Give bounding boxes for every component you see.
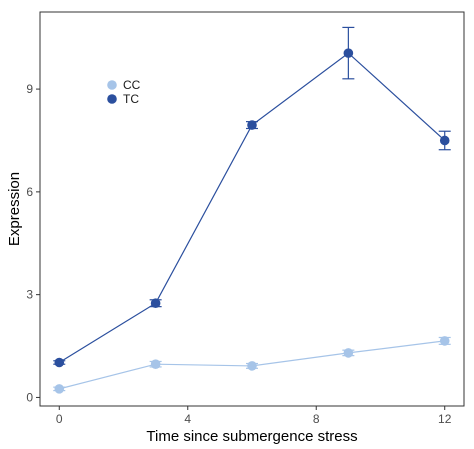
data-point [247, 361, 257, 371]
data-point [343, 348, 354, 358]
series-tc [53, 26, 451, 368]
series-cc [53, 336, 451, 394]
plot-panel [39, 11, 465, 407]
data-point [343, 48, 354, 58]
data-point [439, 135, 450, 146]
data-point [54, 384, 65, 394]
x-tick-label: 8 [313, 412, 320, 426]
x-tick-label: 12 [438, 412, 452, 426]
series-layer [53, 26, 451, 394]
legend-label-cc: CC [123, 78, 141, 92]
x-axis: 0 4 8 12 [56, 406, 452, 426]
x-axis-title: Time since submergence stress [146, 428, 357, 445]
y-tick-label: 0 [26, 390, 33, 404]
data-point [54, 357, 65, 368]
legend-key-tc [107, 94, 117, 104]
x-tick-label: 4 [184, 412, 191, 426]
y-axis: 0 3 6 9 [26, 82, 40, 404]
x-tick-label: 0 [56, 412, 63, 426]
data-point [247, 120, 257, 130]
data-point [150, 298, 161, 309]
legend-label-tc: TC [123, 92, 139, 106]
y-axis-title: Expression [6, 172, 23, 246]
y-tick-label: 3 [26, 288, 33, 302]
data-point [439, 336, 450, 346]
y-tick-label: 9 [26, 82, 33, 96]
y-tick-label: 6 [26, 185, 33, 199]
data-point [150, 359, 161, 370]
legend-key-cc [107, 80, 117, 90]
